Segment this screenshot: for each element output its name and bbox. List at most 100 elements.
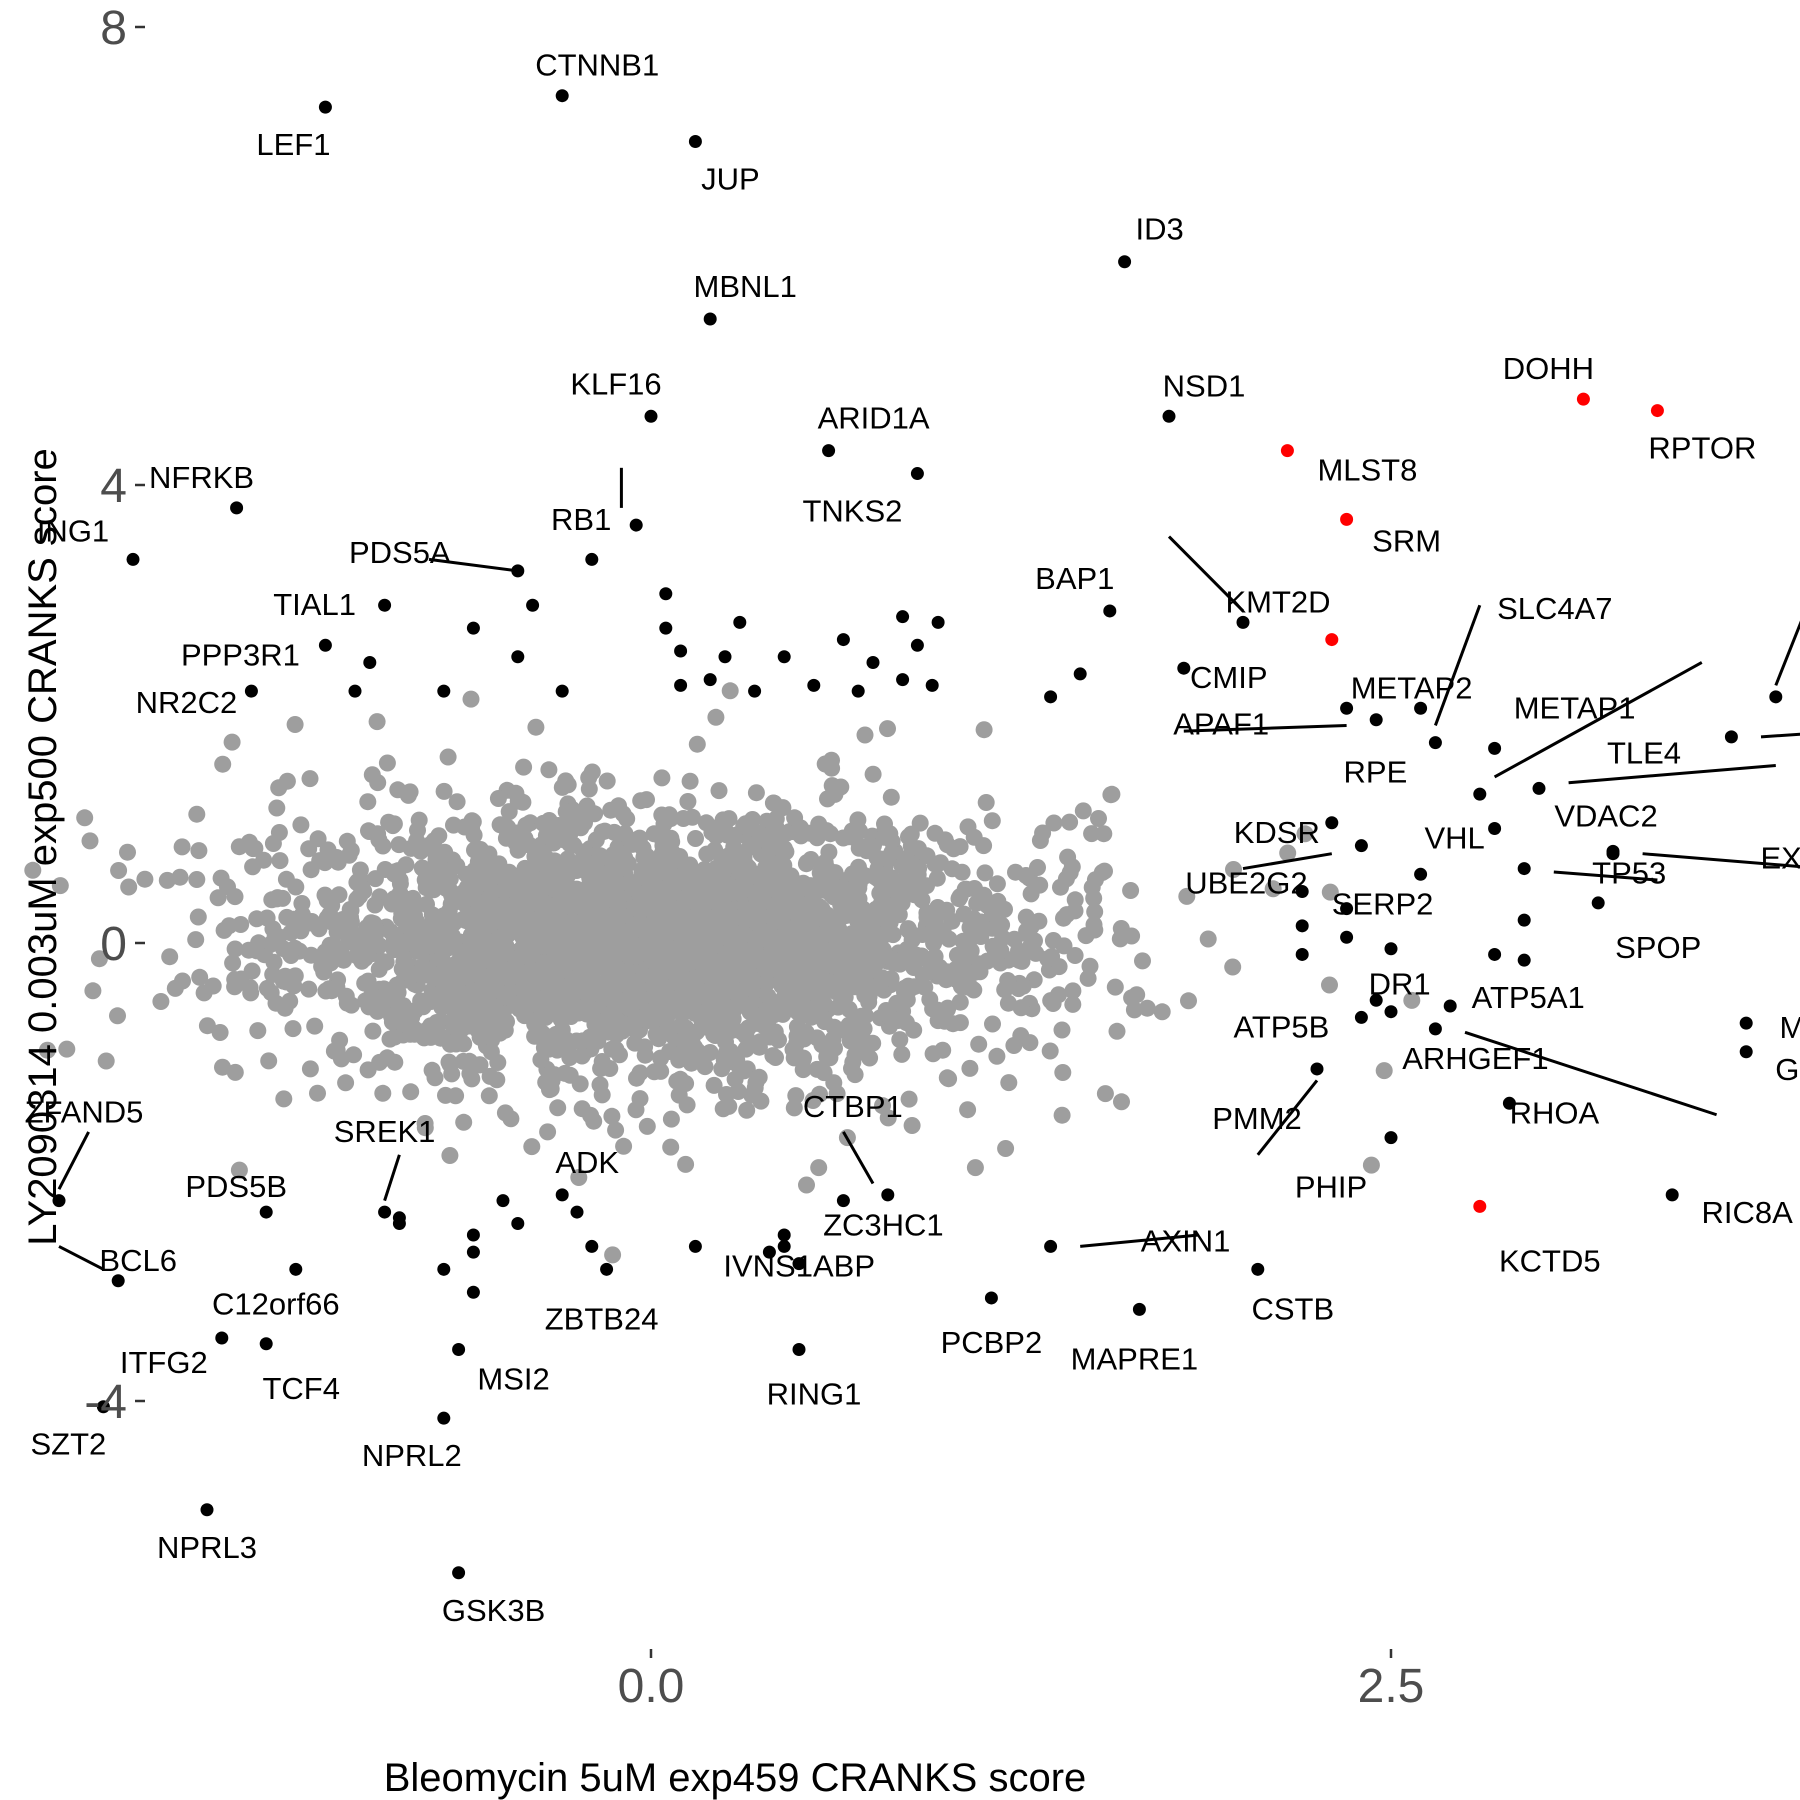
background-point — [806, 981, 824, 999]
background-point — [635, 848, 653, 866]
background-point — [801, 824, 819, 842]
data-point — [126, 552, 140, 566]
gene-label: SREK1 — [334, 1114, 436, 1149]
background-point — [447, 1087, 465, 1105]
background-point — [553, 1021, 571, 1039]
background-point — [275, 1090, 293, 1108]
highlight-point — [703, 673, 717, 687]
background-point — [593, 943, 611, 961]
background-point — [802, 1008, 820, 1026]
background-point — [1321, 976, 1338, 994]
background-point — [1108, 1022, 1126, 1040]
background-point — [385, 931, 403, 949]
background-point — [696, 951, 714, 969]
background-point — [638, 1117, 656, 1135]
background-point — [608, 850, 626, 868]
gene-label: APAF1 — [1173, 707, 1269, 742]
gene-label: LEF1 — [256, 127, 330, 162]
data-point — [1340, 701, 1354, 715]
background-point — [816, 853, 834, 871]
gene-label: CSTB — [1251, 1291, 1334, 1326]
data-point — [1280, 444, 1294, 458]
data-point — [96, 1400, 110, 1414]
data-point — [688, 135, 702, 148]
background-point — [938, 901, 956, 919]
background-point — [603, 1107, 621, 1125]
background-point — [688, 735, 706, 753]
y-tick-label: 4 — [100, 460, 127, 513]
highlight-point — [1295, 884, 1309, 898]
background-point — [258, 909, 276, 927]
data-point — [1414, 867, 1428, 881]
background-point — [976, 864, 994, 882]
background-point — [750, 824, 768, 842]
data-point — [1177, 661, 1191, 675]
background-point — [583, 763, 601, 781]
background-point — [643, 1002, 661, 1020]
gene-label: MLST8 — [1317, 453, 1417, 488]
background-point — [51, 877, 69, 895]
background-point — [662, 1138, 680, 1156]
background-point — [241, 979, 259, 997]
gene-label: C12orf66 — [212, 1286, 340, 1321]
highlight-point — [437, 1262, 451, 1276]
background-point — [1034, 824, 1052, 842]
background-point — [226, 940, 244, 958]
background-point — [511, 901, 529, 919]
background-point — [223, 733, 241, 751]
gene-label: IVNS1ABP — [723, 1248, 875, 1283]
background-point — [425, 881, 443, 899]
background-point — [772, 881, 790, 899]
background-point — [757, 858, 775, 876]
data-point — [1340, 512, 1354, 526]
highlight-point — [925, 678, 939, 692]
data-point — [1488, 822, 1502, 835]
data-point — [1103, 604, 1117, 618]
background-point — [747, 914, 765, 932]
background-point — [574, 1032, 592, 1050]
background-point — [226, 1063, 244, 1081]
background-point — [1014, 977, 1032, 995]
background-point — [696, 1058, 714, 1076]
background-point — [652, 1062, 670, 1080]
gene-label: RHOA — [1510, 1095, 1600, 1130]
highlight-point — [659, 621, 673, 635]
background-point — [441, 1147, 459, 1164]
background-point — [214, 1058, 231, 1076]
background-point — [230, 1161, 248, 1179]
background-point — [1138, 999, 1156, 1017]
background-point — [518, 941, 536, 959]
background-point — [664, 995, 682, 1013]
background-point — [445, 816, 462, 834]
data-point — [1473, 1199, 1487, 1213]
gene-label: ZFAND5 — [25, 1095, 144, 1130]
data-point — [437, 1411, 451, 1425]
background-point — [97, 1052, 115, 1070]
y-tick-label: 8 — [100, 2, 127, 55]
data-point — [1236, 615, 1250, 629]
highlight-point — [762, 1245, 776, 1259]
highlight-point — [526, 598, 540, 612]
background-point — [670, 1051, 688, 1069]
background-point — [965, 910, 983, 928]
background-point — [1375, 1062, 1393, 1080]
background-point — [262, 984, 280, 1002]
background-point — [875, 828, 893, 846]
background-point — [1000, 1074, 1018, 1092]
gene-label: SRM — [1372, 523, 1441, 558]
background-point — [1053, 1021, 1071, 1039]
background-point — [552, 947, 570, 965]
background-point — [655, 815, 673, 833]
background-point — [822, 875, 840, 893]
background-point — [797, 855, 815, 873]
background-point — [195, 984, 213, 1002]
highlight-point — [896, 673, 910, 687]
background-point — [818, 906, 836, 924]
gene-label: BCL6 — [99, 1243, 177, 1278]
background-point — [710, 782, 728, 800]
gene-label: EXOC2 — [1760, 841, 1800, 876]
background-point — [705, 1076, 723, 1094]
background-point — [753, 887, 771, 905]
highlight-point — [733, 615, 747, 629]
background-point — [610, 797, 627, 815]
